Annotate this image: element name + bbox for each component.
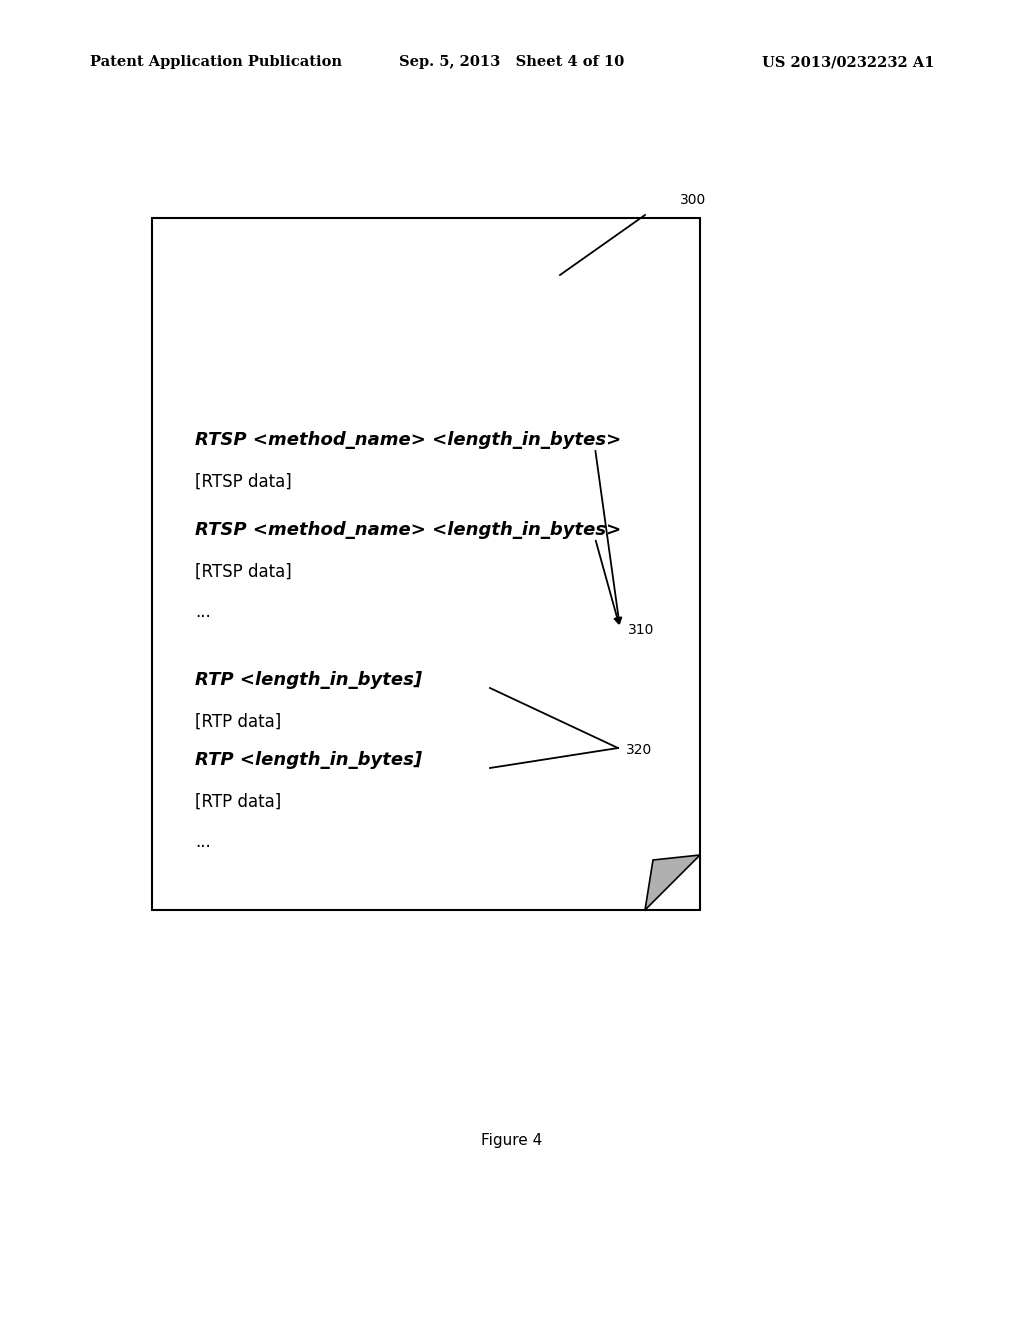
- Text: ...: ...: [195, 603, 211, 620]
- Text: US 2013/0232232 A1: US 2013/0232232 A1: [763, 55, 935, 69]
- Text: RTSP <method_name> <length_in_bytes>: RTSP <method_name> <length_in_bytes>: [195, 432, 622, 449]
- Text: [RTP data]: [RTP data]: [195, 793, 282, 810]
- Text: Patent Application Publication: Patent Application Publication: [90, 55, 342, 69]
- Bar: [152, 218, 700, 909]
- Text: Sep. 5, 2013   Sheet 4 of 10: Sep. 5, 2013 Sheet 4 of 10: [399, 55, 625, 69]
- Text: [RTP data]: [RTP data]: [195, 713, 282, 731]
- Text: 310: 310: [628, 623, 654, 638]
- Text: RTSP <method_name> <length_in_bytes>: RTSP <method_name> <length_in_bytes>: [195, 521, 622, 539]
- Text: RTP <length_in_bytes]: RTP <length_in_bytes]: [195, 751, 422, 770]
- Polygon shape: [645, 855, 700, 909]
- Text: ...: ...: [195, 833, 211, 851]
- Text: Figure 4: Figure 4: [481, 1133, 543, 1147]
- Text: [RTSP data]: [RTSP data]: [195, 564, 292, 581]
- Text: [RTSP data]: [RTSP data]: [195, 473, 292, 491]
- Text: 300: 300: [680, 193, 707, 207]
- Text: 320: 320: [626, 743, 652, 756]
- Text: RTP <length_in_bytes]: RTP <length_in_bytes]: [195, 671, 422, 689]
